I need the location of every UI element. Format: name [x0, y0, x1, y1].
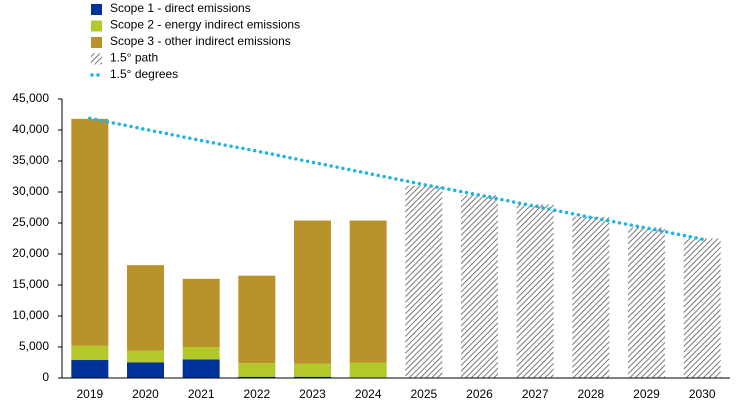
x-tick-label: 2019: [76, 387, 103, 401]
x-tick-label: 2029: [633, 387, 660, 401]
bar: [349, 362, 387, 378]
x-tick-label: 2024: [355, 387, 382, 401]
legend-label: Scope 2 - energy indirect emissions: [110, 18, 300, 32]
legend-swatch: [91, 20, 102, 32]
target-line: [88, 116, 704, 241]
bar: [238, 363, 276, 377]
path-bar: [516, 204, 554, 378]
bar: [127, 362, 164, 378]
y-tick-label: 5,000: [19, 339, 49, 353]
x-tick-label: 2027: [522, 387, 549, 401]
y-tick-label: 35,000: [12, 153, 49, 167]
path-bar: [628, 227, 665, 378]
bar: [294, 363, 331, 377]
legend-label: 1.5° degrees: [110, 67, 178, 81]
legend-label: 1.5° path: [110, 51, 158, 65]
x-tick-label: 2022: [243, 387, 270, 401]
y-tick-label: 20,000: [12, 246, 49, 260]
path-bar: [461, 195, 498, 378]
bar: [127, 350, 164, 363]
legend-swatch: [91, 4, 102, 15]
bar: [71, 345, 109, 361]
path-bar: [405, 185, 443, 378]
bar: [182, 278, 220, 347]
legend-swatch: [91, 53, 102, 65]
legend-label: Scope 1 - direct emissions: [110, 1, 251, 15]
bar: [294, 376, 331, 378]
y-tick-label: 40,000: [12, 122, 49, 136]
y-tick-label: 15,000: [12, 277, 49, 291]
x-tick-label: 2026: [466, 387, 493, 401]
bar: [182, 347, 220, 360]
y-tick-label: 30,000: [12, 184, 49, 198]
y-tick-label: 10,000: [12, 308, 49, 322]
x-tick-label: 2023: [299, 387, 326, 401]
y-tick-label: 25,000: [12, 215, 49, 229]
x-tick-label: 2025: [410, 387, 437, 401]
x-tick-label: 2021: [188, 387, 215, 401]
bar: [71, 360, 109, 378]
bar: [238, 275, 276, 364]
bar: [238, 376, 276, 378]
legend-swatch: [91, 37, 102, 48]
legend-label: Scope 3 - other indirect emissions: [110, 34, 291, 48]
bar: [71, 118, 109, 346]
path-bar: [683, 238, 721, 378]
bar: [182, 359, 220, 378]
path-bar: [572, 216, 610, 378]
bar: [294, 220, 331, 364]
x-tick-label: 2028: [577, 387, 604, 401]
y-tick-label: 0: [42, 370, 49, 384]
y-tick-label: 45,000: [12, 91, 49, 105]
bar: [349, 220, 387, 363]
bar: [127, 265, 164, 351]
x-tick-label: 2030: [689, 387, 716, 401]
x-tick-label: 2020: [132, 387, 159, 401]
